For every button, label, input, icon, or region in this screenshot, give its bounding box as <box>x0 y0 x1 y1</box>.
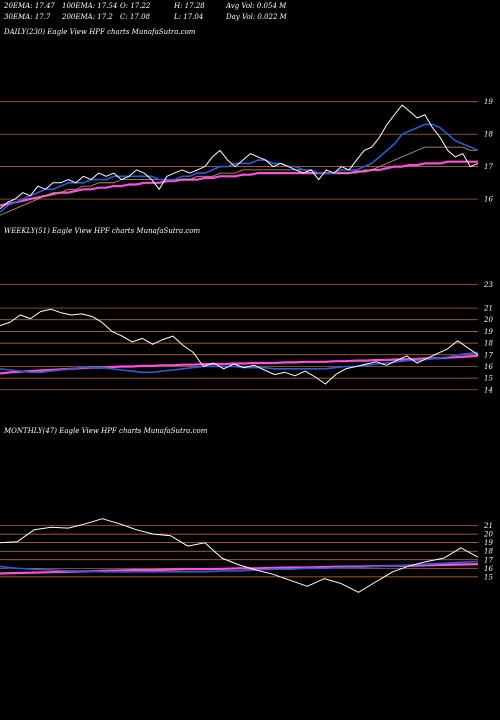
header-avg-vol: Avg Vol: 0.054 M <box>226 2 287 10</box>
y-tick-label: 18 <box>484 340 493 348</box>
y-tick-label: 16 <box>484 363 493 371</box>
y-tick-label: 23 <box>483 281 493 289</box>
y-tick-label: 20 <box>483 316 493 324</box>
price-line <box>0 518 479 593</box>
price-line <box>0 308 479 385</box>
daily-panel-label: DAILY(230) Eagle View HPF charts MunafaS… <box>4 28 196 36</box>
y-tick-label: 18 <box>484 548 493 556</box>
y-tick-label: 21 <box>483 522 493 530</box>
y-tick-label: 17 <box>484 351 493 359</box>
header-open: O: 17.22 <box>120 2 151 10</box>
ema-mid-line <box>0 146 478 216</box>
y-tick-label: 21 <box>483 305 493 313</box>
y-tick-label: 15 <box>484 375 493 383</box>
y-tick-label: 17 <box>484 163 493 171</box>
y-tick-label: 19 <box>484 539 493 547</box>
ema-short-line <box>0 560 479 573</box>
header-20ema: 20EMA: 17.47 <box>4 2 55 10</box>
price-line <box>0 104 479 210</box>
y-tick-label: 14 <box>484 386 493 394</box>
y-tick-label: 17 <box>484 556 493 564</box>
ema-short-line <box>0 351 479 374</box>
header-30ema: 30EMA: 17.7 <box>4 13 51 21</box>
header-200ema: 200EMA: 17.2 <box>62 13 113 21</box>
header-high: H: 17.28 <box>174 2 205 10</box>
y-tick-label: 20 <box>483 531 493 539</box>
ema-long-line <box>0 354 479 375</box>
y-tick-label: 19 <box>484 328 493 336</box>
ema-long-line <box>0 160 478 207</box>
weekly-panel-label: WEEKLY(51) Eagle View HPF charts MunafaS… <box>4 227 201 235</box>
y-tick-label: 15 <box>484 573 493 581</box>
y-tick-label: 16 <box>484 565 493 573</box>
monthly-panel-label: MONTHLY(47) Eagle View HPF charts Munafa… <box>4 427 208 435</box>
y-tick-label: 16 <box>484 196 493 204</box>
header-day-vol: Day Vol: 0.022 M <box>226 13 287 21</box>
header-close: C: 17.08 <box>120 13 150 21</box>
y-tick-label: 18 <box>484 131 493 139</box>
header-low: L: 17.04 <box>174 13 204 21</box>
header-100ema: 100EMA: 17.54 <box>62 2 118 10</box>
y-tick-label: 19 <box>484 98 493 106</box>
